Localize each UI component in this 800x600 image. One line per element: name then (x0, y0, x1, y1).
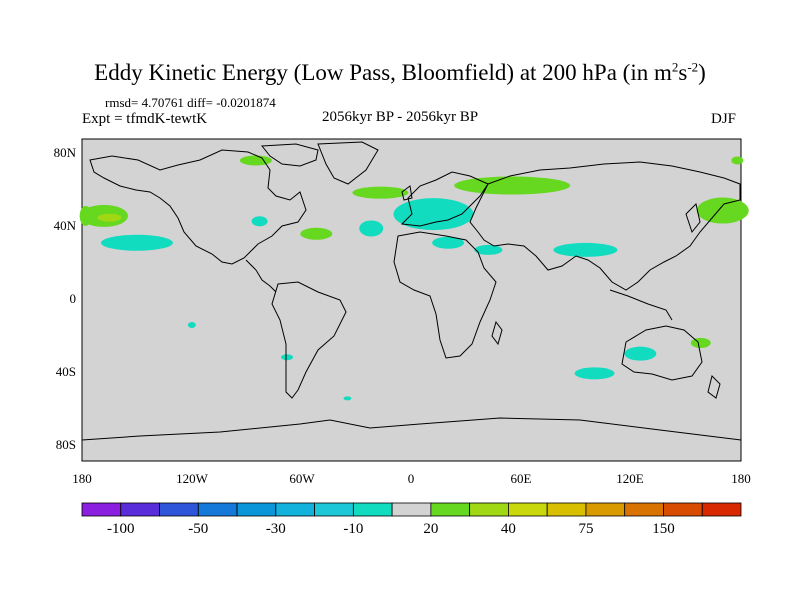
coast-australia (621, 325, 703, 381)
anomaly-middle-east (474, 244, 503, 255)
anomaly-northwest-pacific-east (79, 205, 92, 226)
rmsd-diff-stats: rmsd= 4.70761 diff= -0.0201874 (105, 95, 276, 110)
colorbar-label-5: 40 (500, 521, 516, 537)
coast-new-zealand (707, 375, 721, 399)
coast-arctic-islands (261, 143, 319, 167)
map-frame (79, 138, 749, 462)
anomaly-new-zealand (690, 337, 711, 348)
anomaly-siberia (454, 176, 571, 195)
anomaly-north-atlantic-top (239, 155, 272, 166)
colorbar-swatch-2 (159, 502, 199, 517)
colorbar-swatch-14 (624, 502, 664, 517)
coast-madagascar (491, 320, 503, 346)
lat-label-80s: 80S (55, 437, 76, 452)
lat-label-40n: 40N (53, 218, 76, 233)
coast-greenland (317, 141, 379, 185)
coast-japan (685, 203, 701, 234)
anomaly-europe (393, 198, 474, 231)
colorbar-swatch-11 (508, 502, 548, 517)
coast-central-america (245, 259, 277, 293)
colorbar-label-4: 20 (423, 521, 439, 537)
coastlines (81, 141, 742, 441)
coast-africa (393, 231, 497, 359)
anomaly-greenland-sea (352, 186, 409, 199)
colorbar-label-3: -10 (343, 521, 364, 537)
colorbar (81, 502, 742, 517)
lat-label-0: 0 (69, 291, 77, 306)
experiment-label: Expt = tfmdK-tewtK (82, 111, 208, 127)
colorbar-swatch-1 (120, 502, 160, 517)
coast-antarctica (81, 417, 742, 441)
coast-north-america (89, 149, 307, 265)
anomaly-australia (624, 346, 657, 361)
colorbar-swatch-10 (469, 502, 509, 517)
colorbar-swatch-6 (314, 502, 354, 517)
map-background (81, 138, 742, 462)
colorbar-label-2: -30 (265, 521, 286, 537)
anomaly-north-atlantic-east-edge (731, 156, 744, 165)
lon-label-120w: 120W (176, 471, 208, 486)
anomaly-south-pacific-small (187, 322, 196, 329)
colorbar-swatch-9 (430, 502, 471, 517)
coast-asia (469, 161, 741, 291)
anomaly-mediterranean (432, 236, 465, 249)
period-label: 2056kyr BP - 2056kyr BP (322, 109, 479, 125)
coast-british-isles (401, 185, 413, 201)
colorbar-swatch-4 (236, 502, 277, 517)
colorbar-label-6: 75 (578, 521, 594, 537)
colorbar-swatch-8 (391, 502, 432, 517)
anomaly-north-pacific-core (97, 213, 122, 222)
lat-label-40s: 40S (55, 364, 76, 379)
anomaly-atlantic-cyan (359, 220, 384, 237)
colorbar-swatch-12 (546, 502, 587, 517)
coast-south-america (271, 281, 347, 399)
colorbar-swatch-0 (81, 502, 122, 517)
anomaly-south-indian (574, 367, 615, 380)
colorbar-swatch-13 (585, 502, 626, 517)
season-label: DJF (711, 111, 737, 127)
colorbar-swatch-3 (197, 502, 238, 517)
colorbar-label-0: -100 (107, 521, 135, 537)
colorbar-label-7: 150 (652, 521, 675, 537)
anomaly-central-asia (553, 242, 618, 257)
lon-label-180-right: 180 (731, 471, 751, 486)
lon-label-60e: 60E (510, 471, 532, 486)
anomaly-south-atlantic-small (343, 396, 352, 401)
colorbar-swatch-5 (275, 502, 315, 517)
anomaly-south-america (281, 354, 294, 361)
anomaly-northwest-pacific (696, 197, 749, 224)
anomaly-shading (79, 155, 749, 401)
lon-label-180-left: 180 (72, 471, 92, 486)
lon-label-120e: 120E (616, 471, 644, 486)
coast-indonesia (609, 289, 673, 321)
lon-label-0: 0 (407, 471, 415, 486)
anomaly-north-atlantic-mid (300, 227, 333, 240)
colorbar-label-1: -50 (188, 521, 209, 537)
figure-title: Eddy Kinetic Energy (Low Pass, Bloomfiel… (94, 59, 706, 85)
colorbar-swatch-16 (701, 502, 742, 517)
colorbar-swatch-7 (352, 502, 393, 517)
colorbar-swatch-15 (663, 502, 703, 517)
lon-label-60w: 60W (289, 471, 315, 486)
lat-label-80n: 80N (53, 145, 76, 160)
anomaly-great-lakes (251, 216, 268, 227)
anomaly-north-pacific-cyan (100, 234, 173, 251)
